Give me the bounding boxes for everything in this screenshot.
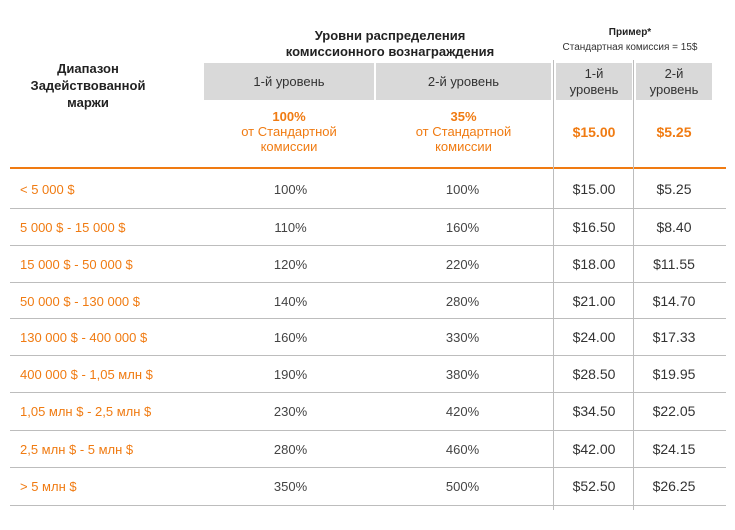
margin-range: > 5 млн $ xyxy=(20,478,77,494)
row-divider xyxy=(10,245,726,246)
level1-highlight: 100% от Стандартной комиссии xyxy=(204,109,374,154)
level1-header: 1-й уровень xyxy=(204,63,374,100)
example-level1-amount: $16.50 xyxy=(572,219,616,235)
row-divider xyxy=(10,282,726,283)
level1-percent: 160% xyxy=(273,329,308,345)
level2-header: 2-й уровень xyxy=(376,63,551,100)
level1-percent: 280% xyxy=(273,441,308,457)
table-row: 15 000 $ - 50 000 $ 120% 220% $18.00 $11… xyxy=(10,245,726,283)
level2-percent: 280% xyxy=(445,293,480,309)
example-level2-amount: $22.05 xyxy=(652,403,696,419)
row-divider xyxy=(10,467,726,468)
level2-percent: 500% xyxy=(445,478,480,494)
level1-percent: 230% xyxy=(273,403,308,419)
example-vertical-divider xyxy=(633,60,634,510)
range-column-title: Диапазон Задействованной маржи xyxy=(18,60,158,111)
level2-percent: 160% xyxy=(445,219,480,235)
example-level1-amount: $21.00 xyxy=(572,293,616,309)
range-title-line: Задействованной xyxy=(30,78,146,93)
margin-range: 2,5 млн $ - 5 млн $ xyxy=(20,441,134,457)
level1-percent: 190% xyxy=(273,366,308,382)
margin-range: 15 000 $ - 50 000 $ xyxy=(20,256,133,272)
row-divider xyxy=(10,208,726,209)
row-divider xyxy=(10,355,726,356)
example-level2-amount: $17.33 xyxy=(652,329,696,345)
highlight-sub-line: комиссии xyxy=(260,139,318,154)
level1-highlight-pct: 100% xyxy=(272,109,306,124)
level2-percent: 380% xyxy=(445,366,480,382)
level2-percent: 100% xyxy=(445,181,480,197)
example-level1-highlight: $15.00 xyxy=(572,124,616,140)
row-divider xyxy=(10,430,726,431)
margin-range: 400 000 $ - 1,05 млн $ xyxy=(20,366,153,382)
example-level1-amount: $34.50 xyxy=(572,403,616,419)
row-divider xyxy=(10,318,726,319)
margin-range: 5 000 $ - 15 000 $ xyxy=(20,219,126,235)
example-level2-amount: $26.25 xyxy=(652,478,696,494)
example-level1-line: уровень xyxy=(569,81,619,97)
example-level1-amount: $18.00 xyxy=(572,256,616,272)
example-level1-amount: $24.00 xyxy=(572,329,616,345)
table-row: 1,05 млн $ - 2,5 млн $ 230% 420% $34.50 … xyxy=(10,392,726,430)
level1-header-label: 1-й уровень xyxy=(253,73,325,89)
example-level2-amount: $19.95 xyxy=(652,366,696,382)
example-title: Пример* xyxy=(608,27,652,38)
table-row: 2,5 млн $ - 5 млн $ 280% 460% $42.00 $24… xyxy=(10,430,726,468)
example-header: Пример* Стандартная комиссия = 15$ xyxy=(545,27,715,53)
levels-group-title: Уровни распределения комиссионного возна… xyxy=(240,28,540,60)
level1-percent: 350% xyxy=(273,478,308,494)
example-level1-amount: $42.00 xyxy=(572,441,616,457)
group-title-line: Уровни распределения xyxy=(314,28,466,43)
example-level2-amount: $11.55 xyxy=(653,256,695,272)
row-divider xyxy=(10,505,726,506)
example-level1-amount: $52.50 xyxy=(572,478,616,494)
range-title-line: маржи xyxy=(67,95,109,110)
highlight-sub-line: от Стандартной xyxy=(241,124,337,139)
highlight-sub-line: комиссии xyxy=(435,139,492,154)
group-title-line: комиссионного вознаграждения xyxy=(285,44,495,59)
margin-range: 1,05 млн $ - 2,5 млн $ xyxy=(20,403,152,419)
example-vertical-divider xyxy=(553,60,554,510)
example-level2-highlight: $5.25 xyxy=(656,124,692,140)
example-level2-line: уровень xyxy=(649,81,699,97)
example-level1-amount: $28.50 xyxy=(572,366,616,382)
level2-highlight: 35% от Стандартной комиссии xyxy=(376,109,551,154)
table-row: 5 000 $ - 15 000 $ 110% 160% $16.50 $8.4… xyxy=(10,208,726,246)
level2-percent: 420% xyxy=(445,403,480,419)
example-level2-amount: $24.15 xyxy=(652,441,696,457)
highlight-sub-line: от Стандартной xyxy=(415,124,512,139)
example-level2-amount: $8.40 xyxy=(656,219,692,235)
level1-percent: 120% xyxy=(273,256,308,272)
table-row: 400 000 $ - 1,05 млн $ 190% 380% $28.50 … xyxy=(10,355,726,393)
level2-percent: 330% xyxy=(445,329,480,345)
table-row: < 5 000 $ 100% 100% $15.00 $5.25 xyxy=(10,170,726,208)
margin-range: 50 000 $ - 130 000 $ xyxy=(20,293,140,309)
level1-percent: 100% xyxy=(273,181,308,197)
example-level2-amount: $5.25 xyxy=(656,181,692,197)
level1-percent: 140% xyxy=(273,293,308,309)
table-row: > 5 млн $ 350% 500% $52.50 $26.25 xyxy=(10,467,726,505)
example-level1-header: 1-й уровень xyxy=(556,63,632,100)
header-orange-separator xyxy=(10,167,726,169)
level1-percent: 110% xyxy=(274,219,307,235)
level2-percent: 460% xyxy=(445,441,480,457)
example-level2-line: 2-й xyxy=(664,65,684,81)
level2-header-label: 2-й уровень xyxy=(427,73,500,89)
table-row: 50 000 $ - 130 000 $ 140% 280% $21.00 $1… xyxy=(10,282,726,320)
row-divider xyxy=(10,392,726,393)
example-note: Стандартная комиссия = 15$ xyxy=(562,42,698,53)
level2-highlight-pct: 35% xyxy=(450,109,477,124)
margin-range: 130 000 $ - 400 000 $ xyxy=(20,329,148,345)
table-row: 130 000 $ - 400 000 $ 160% 330% $24.00 $… xyxy=(10,318,726,356)
example-level2-header: 2-й уровень xyxy=(636,63,712,100)
range-title-line: Диапазон xyxy=(57,61,119,76)
level2-percent: 220% xyxy=(445,256,480,272)
example-level1-amount: $15.00 xyxy=(572,181,616,197)
example-level2-amount: $14.70 xyxy=(652,293,696,309)
example-level1-line: 1-й xyxy=(584,65,604,81)
margin-range: < 5 000 $ xyxy=(20,181,75,197)
